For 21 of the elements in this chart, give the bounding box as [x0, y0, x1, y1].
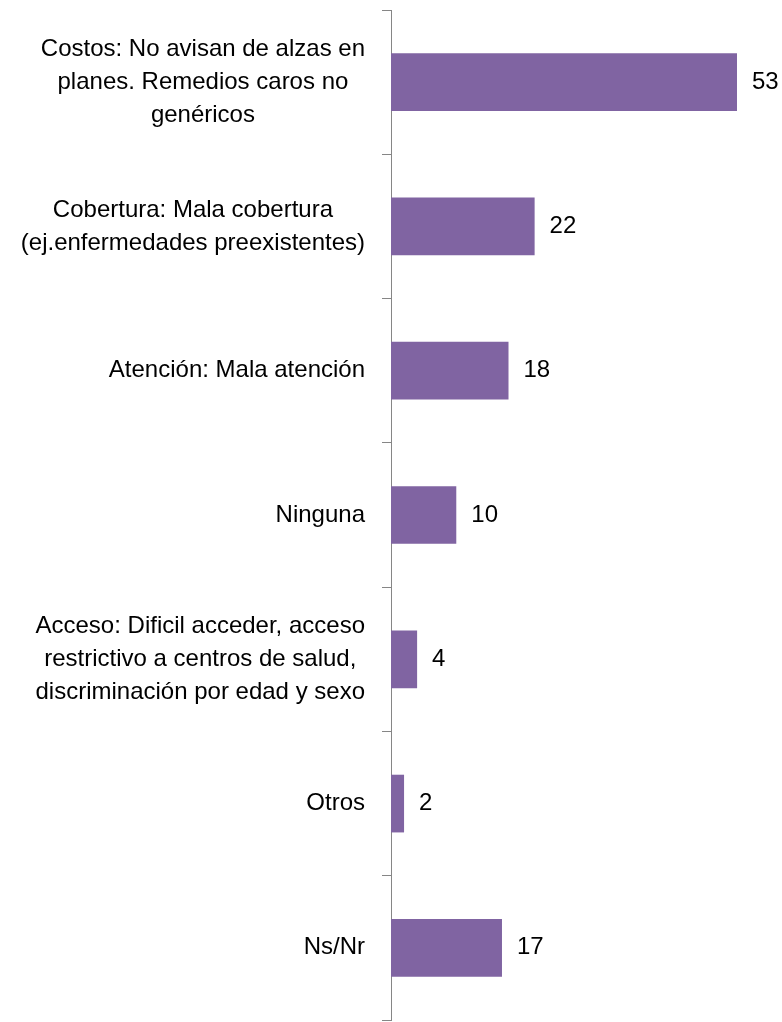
y-tick-label: Otros [306, 788, 366, 816]
y-tick-label: Atención: Mala atención [108, 355, 366, 383]
bar [391, 486, 457, 544]
bar [391, 774, 405, 833]
data-label: 18 [523, 355, 551, 383]
bar [391, 197, 535, 256]
y-tick-label: Cobertura: Mala cobertura (ej.enfermedades preexistentes) [20, 194, 365, 255]
bar [391, 919, 502, 977]
bar [391, 630, 418, 689]
bar [391, 53, 737, 111]
y-tick-label: Acceso: Dificil acceder, acceso restrictivo a centros de salud, discriminación por edad y sexo [35, 610, 365, 704]
y-tick-label: Ninguna [275, 499, 366, 527]
data-label: 2 [419, 788, 433, 816]
data-label: 10 [471, 499, 498, 527]
bar [391, 341, 509, 400]
data-label: 53 [752, 66, 779, 94]
y-tick-label: Costos: No avisan de alzas en planes. Remedios caros no genéricos [40, 33, 366, 127]
data-label: 17 [516, 932, 544, 960]
y-tick-label: Ns/Nr [303, 932, 366, 960]
data-label: 22 [549, 211, 577, 239]
data-label: 4 [432, 643, 446, 671]
